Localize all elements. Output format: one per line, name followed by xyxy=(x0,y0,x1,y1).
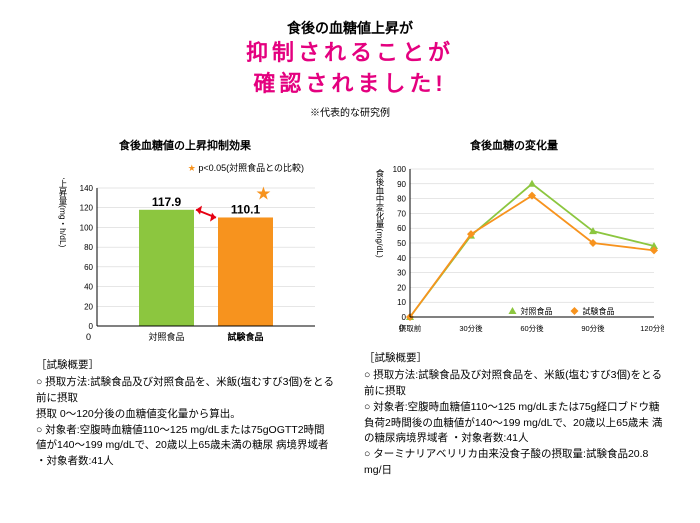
svg-text:40: 40 xyxy=(397,253,406,262)
left-summary-body: ○ 摂取方法:試験食品及び対照食品を、米飯(塩むすび3個)をとる前に摂取摂取 0… xyxy=(36,375,334,470)
svg-text:100: 100 xyxy=(80,223,94,232)
svg-text:60: 60 xyxy=(84,262,93,271)
svg-text:90分後: 90分後 xyxy=(581,323,605,333)
svg-text:100: 100 xyxy=(393,165,407,174)
svg-text:0: 0 xyxy=(89,322,94,331)
svg-text:50: 50 xyxy=(397,239,406,248)
left-chart-title: 食後血糖値の上昇抑制効果 xyxy=(36,137,334,153)
left-significance-note: ★ p<0.05(対照食品との比較) xyxy=(36,161,334,174)
svg-text:70: 70 xyxy=(397,209,406,218)
svg-text:20: 20 xyxy=(397,283,406,292)
svg-text:90: 90 xyxy=(397,179,406,188)
left-panel: 食後血糖値の上昇抑制効果 ★ p<0.05(対照食品との比較) 0 20 40 60 8… xyxy=(36,137,334,479)
left-summary: ［試験概要］ ○ 摂取方法:試験食品及び対照食品を、米飯(塩むすび3個)をとる前… xyxy=(36,358,334,470)
svg-text:120: 120 xyxy=(80,203,94,212)
headline-1: 食後の血糖値上昇が xyxy=(36,18,664,38)
svg-text:対照食品: 対照食品 xyxy=(520,306,552,316)
right-summary-header: ［試験概要］ xyxy=(364,351,664,367)
svg-text:30: 30 xyxy=(397,268,406,277)
svg-text:試験食品: 試験食品 xyxy=(582,306,614,316)
svg-text:10: 10 xyxy=(397,298,406,307)
right-summary: ［試験概要］ ○ 摂取方法:試験食品及び対照食品を、米飯(塩むすび3個)をとる前… xyxy=(364,351,664,479)
svg-text:試験食品: 試験食品 xyxy=(227,331,263,342)
svg-text:20: 20 xyxy=(84,302,93,311)
svg-text:★: ★ xyxy=(255,183,271,203)
right-summary-body: ○ 摂取方法:試験食品及び対照食品を、米飯(塩むすび3個)をとる前に摂取○ 対象… xyxy=(364,368,664,478)
svg-text:120分後: 120分後 xyxy=(640,323,664,333)
line-chart: 0102030405060708090100摂取前30分後60分後90分後120… xyxy=(364,161,664,341)
svg-text:食後血糖値の上昇量(mg・h/dL): 食後血糖値の上昇量(mg・h/dL) xyxy=(58,178,68,248)
svg-text:0: 0 xyxy=(86,332,91,342)
svg-text:110.1: 110.1 xyxy=(231,202,261,216)
headline-sub: ※代表的な研究例 xyxy=(36,104,664,119)
svg-text:30分後: 30分後 xyxy=(459,323,483,333)
right-panel: 食後血糖の変化量 0102030405060708090100摂取前30分後60… xyxy=(364,137,664,479)
right-chart-title: 食後血糖の変化量 xyxy=(364,137,664,153)
svg-text:140: 140 xyxy=(80,184,94,193)
header: 食後の血糖値上昇が 抑制されることが確認されました! ※代表的な研究例 xyxy=(36,18,664,119)
svg-text:対照食品: 対照食品 xyxy=(148,331,184,342)
svg-text:60: 60 xyxy=(397,224,406,233)
svg-text:80: 80 xyxy=(84,243,93,252)
svg-text:80: 80 xyxy=(397,194,406,203)
svg-text:0: 0 xyxy=(402,313,407,322)
bar-chart: 0 20 40 60 80 100 120 140 117.9 対照食品 110.1 試験食品 0 食後血… xyxy=(45,178,325,348)
svg-text:60分後: 60分後 xyxy=(520,323,544,333)
svg-text:食後血中変化量(mg/dL): 食後血中変化量(mg/dL) xyxy=(375,168,385,257)
headline-2: 抑制されることが確認されました! xyxy=(36,38,664,100)
svg-text:117.9: 117.9 xyxy=(152,194,182,208)
left-summary-header: ［試験概要］ xyxy=(36,358,334,374)
svg-text:40: 40 xyxy=(84,282,93,291)
svg-text:0: 0 xyxy=(399,323,404,333)
